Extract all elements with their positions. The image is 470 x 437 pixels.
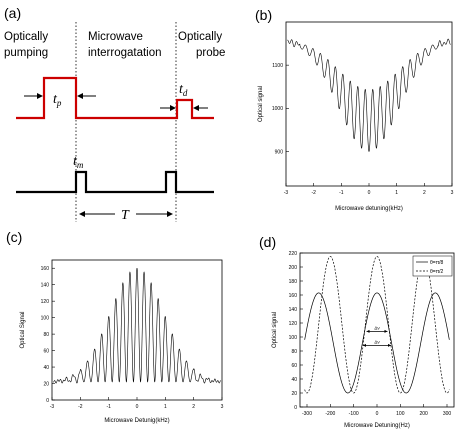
legend-box (412, 255, 453, 277)
ylabel-b: Optical signal (258, 86, 264, 122)
label-microwave-interrogation-line1: Microwave (88, 31, 143, 43)
y-tick-label-d: 60 (291, 363, 297, 369)
y-tick-label-c: 20 (43, 381, 49, 387)
y-tick-label-c: 80 (43, 332, 49, 338)
y-tick-label-d: 220 (289, 251, 298, 257)
ylabel-c: Optical Signal (20, 311, 26, 348)
y-tick-label-b: 900 (275, 149, 284, 155)
xlabel-b: Microwave detuning(kHz) (335, 206, 403, 212)
delta-nu-arrowheads (363, 343, 391, 347)
y-tick-label-b: 1100 (272, 63, 283, 69)
tm-symbol: tm (73, 154, 84, 170)
x-tick-label-d: -200 (325, 411, 335, 417)
x-tick-label-b: 1 (395, 190, 398, 196)
ylabel-d: Optical signal (272, 312, 278, 348)
delta-nu-label: Δν (374, 339, 380, 344)
y-tick-label-d: 160 (289, 293, 298, 299)
tp-symbol: tp (53, 92, 62, 108)
T-symbol: T (121, 208, 130, 223)
x-tick-label-c: -2 (78, 404, 83, 410)
x-tick-label-c: 1 (164, 404, 167, 410)
timing-diagram: Optically pumping Microwave interrogatat… (4, 22, 225, 223)
label-optically-probe-line1: Optically (178, 31, 222, 43)
y-tick-label-d: 140 (289, 307, 298, 313)
y-tick-label-d: 80 (291, 349, 297, 355)
series-line-d-pi2 (304, 256, 450, 394)
legend-d: θ=π/8 θ=π/2 (412, 255, 453, 277)
x-tick-label-d: 0 (376, 411, 379, 417)
x-tick-label-d: 100 (396, 411, 405, 417)
optical-pulse-train (16, 76, 214, 120)
panel-label-d: (d) (259, 234, 276, 250)
x-tick-label-b: -2 (311, 190, 316, 196)
x-tick-label-d: -300 (302, 411, 312, 417)
x-tick-label-b: 0 (368, 190, 371, 196)
y-tick-label-c: 160 (41, 266, 50, 272)
label-optically-pumping-line2: pumping (4, 47, 48, 59)
y-tick-label-c: 60 (43, 348, 49, 354)
chart-c: -3 -2 -1 0 1 2 3 0 20 40 60 80 100 120 140 160 Microwav… (20, 259, 224, 424)
x-tick-label-b: -1 (339, 190, 344, 196)
x-tick-label-d: -100 (349, 411, 359, 417)
series-line-d-pi8 (304, 292, 450, 394)
plot-frame-b (285, 21, 453, 187)
x-tick-label-d: 300 (443, 411, 452, 417)
y-tick-label-d: 40 (291, 377, 297, 383)
panel-label-a: (a) (4, 5, 21, 21)
microwave-pulse-train (16, 170, 214, 194)
x-tick-label-b: 3 (451, 190, 454, 196)
y-tick-label-c: 100 (41, 315, 50, 321)
delta-nu-label: Δν (374, 325, 380, 330)
legend-entry-2: θ=π/2 (430, 269, 444, 275)
panel-label-c: (c) (6, 229, 22, 245)
panel-label-b: (b) (255, 7, 272, 23)
chart-d: -300 -200 -100 0 100 200 300 0 20 40 60 80 100 120 140… (272, 251, 455, 429)
x-tick-label-c: 0 (136, 404, 139, 410)
x-tick-label-c: -1 (106, 404, 111, 410)
xlabel-c: Microwave Detunig(kHz) (104, 418, 169, 424)
x-tick-label-c: 2 (192, 404, 195, 410)
x-tick-label-c: -3 (50, 404, 55, 410)
y-tick-label-c: 0 (46, 398, 49, 404)
y-tick-label-d: 120 (289, 321, 298, 327)
x-tick-label-d: 200 (419, 411, 428, 417)
series-line-c (53, 268, 221, 384)
x-tick-label-b: 2 (423, 190, 426, 196)
xlabel-d: Microwave Detuning(Hz) (344, 423, 410, 429)
plot-frame-c (51, 259, 223, 401)
y-tick-label-d: 180 (289, 279, 298, 285)
label-microwave-interrogation-line2: interrogatation (88, 47, 162, 59)
y-tick-label-c: 120 (41, 299, 50, 305)
td-symbol: td (179, 82, 188, 98)
y-tick-label-c: 40 (43, 365, 49, 371)
y-tick-label-d: 100 (289, 335, 298, 341)
y-tick-label-c: 140 (41, 283, 50, 289)
label-optically-pumping-line1: Optically (4, 31, 48, 43)
y-tick-label-d: 0 (294, 405, 297, 411)
y-tick-label-d: 200 (289, 265, 298, 271)
chart-b: -3 -2 -1 0 1 2 3 900 1000 1100 Microwave detuning… (258, 21, 454, 212)
x-tick-label-b: -3 (284, 190, 289, 196)
x-tick-label-c: 3 (221, 404, 224, 410)
y-tick-label-b: 1000 (272, 106, 283, 112)
legend-entry-1: θ=π/8 (430, 260, 444, 266)
label-optically-probe-line2: probe (196, 47, 225, 59)
y-tick-label-d: 20 (291, 391, 297, 397)
series-line-b (287, 38, 451, 153)
